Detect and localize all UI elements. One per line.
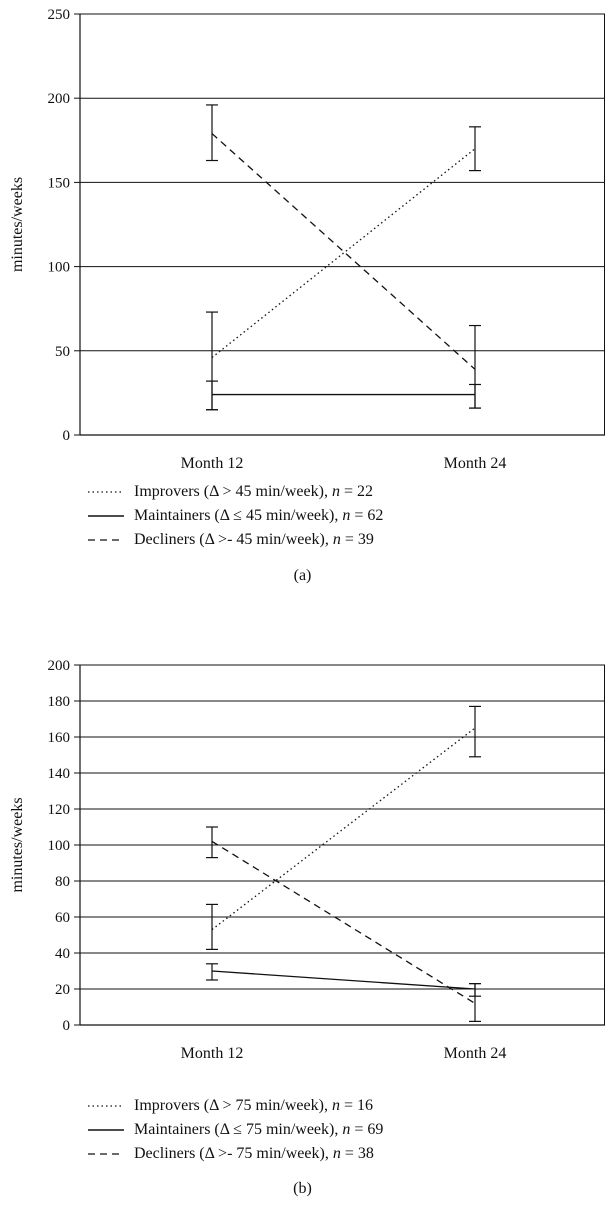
chart-a-svg: 0 50 100 150 200 250 Month 12 Month 24 minutes/w… [9,7,605,472]
caption-a: (a) [293,567,312,584]
legend-label: Improvers (Δ > 75 min/week), n = 16 [134,1097,373,1114]
y-tick-label: 40 [55,946,70,962]
x-tick-label: Month 24 [444,455,507,470]
y-axis-label: minutes/weeks [9,797,26,892]
y-tick-label: 100 [48,838,71,854]
legend-item-maintainers-b: Maintainers (Δ ≤ 75 min/week), n = 69 [88,1118,383,1142]
y-tick-label: 0 [63,1018,71,1034]
series-line-dotted [211,727,476,931]
x-tick-label: Month 12 [181,455,244,470]
chart-panel-a: 0 50 100 150 200 250 Month 12 Month 24 minutes/w… [0,0,605,615]
y-axis-label: minutes/weeks [9,177,26,272]
x-tick-label: Month 12 [181,1045,244,1062]
legend-b: Improvers (Δ > 75 min/week), n = 16 Main… [88,1094,383,1166]
legend-label: Decliners (Δ >- 45 min/week), n = 39 [134,531,374,548]
legend-item-maintainers-a: Maintainers (Δ ≤ 45 min/week), n = 62 [88,504,383,528]
y-tick-label: 200 [48,658,71,674]
caption-b: (b) [293,1180,312,1197]
chart-b-svg: 0 20 40 60 80 100 120 140 160 180 200 Month 12 Month… [9,658,605,1062]
y-tick-label: 0 [63,428,71,444]
legend-label: Maintainers (Δ ≤ 45 min/week), n = 62 [134,507,384,524]
legend-item-improvers-a: Improvers (Δ > 45 min/week), n = 22 [88,480,383,504]
legend-swatch-dashed [88,539,124,541]
series-line-dashed [211,840,476,1004]
legend-swatch-dotted [88,491,124,493]
series-line-dashed [211,133,476,370]
legend-item-decliners-b: Decliners (Δ >- 75 min/week), n = 38 [88,1142,383,1166]
y-tick-label: 80 [55,874,70,890]
chart-panel-b: 0 20 40 60 80 100 120 140 160 180 200 Month 12 Month… [0,615,605,1231]
series-line-solid [211,970,476,990]
y-tick-label: 200 [48,91,71,107]
legend-swatch-solid [88,515,124,517]
legend-swatch-solid [88,1129,124,1131]
legend-label: Improvers (Δ > 45 min/week), n = 22 [134,483,373,500]
legend-label: Maintainers (Δ ≤ 75 min/week), n = 69 [134,1121,384,1138]
y-tick-label: 60 [55,910,70,926]
legend-swatch-dashed [88,1153,124,1155]
y-tick-label: 50 [55,344,70,360]
y-tick-label: 140 [48,766,71,782]
y-tick-label: 180 [48,694,71,710]
legend-label: Decliners (Δ >- 75 min/week), n = 38 [134,1145,374,1162]
series-line-dotted [211,148,476,359]
y-tick-label: 20 [55,982,70,998]
legend-swatch-dotted [88,1105,124,1107]
legend-item-decliners-a: Decliners (Δ >- 45 min/week), n = 39 [88,528,383,552]
legend-item-improvers-b: Improvers (Δ > 75 min/week), n = 16 [88,1094,383,1118]
y-tick-label: 120 [48,802,71,818]
x-tick-label: Month 24 [444,1045,507,1062]
y-tick-label: 150 [48,175,71,191]
y-tick-label: 250 [48,7,71,23]
legend-a: Improvers (Δ > 45 min/week), n = 22 Main… [88,480,383,552]
y-tick-label: 100 [48,260,71,276]
y-tick-label: 160 [48,730,71,746]
